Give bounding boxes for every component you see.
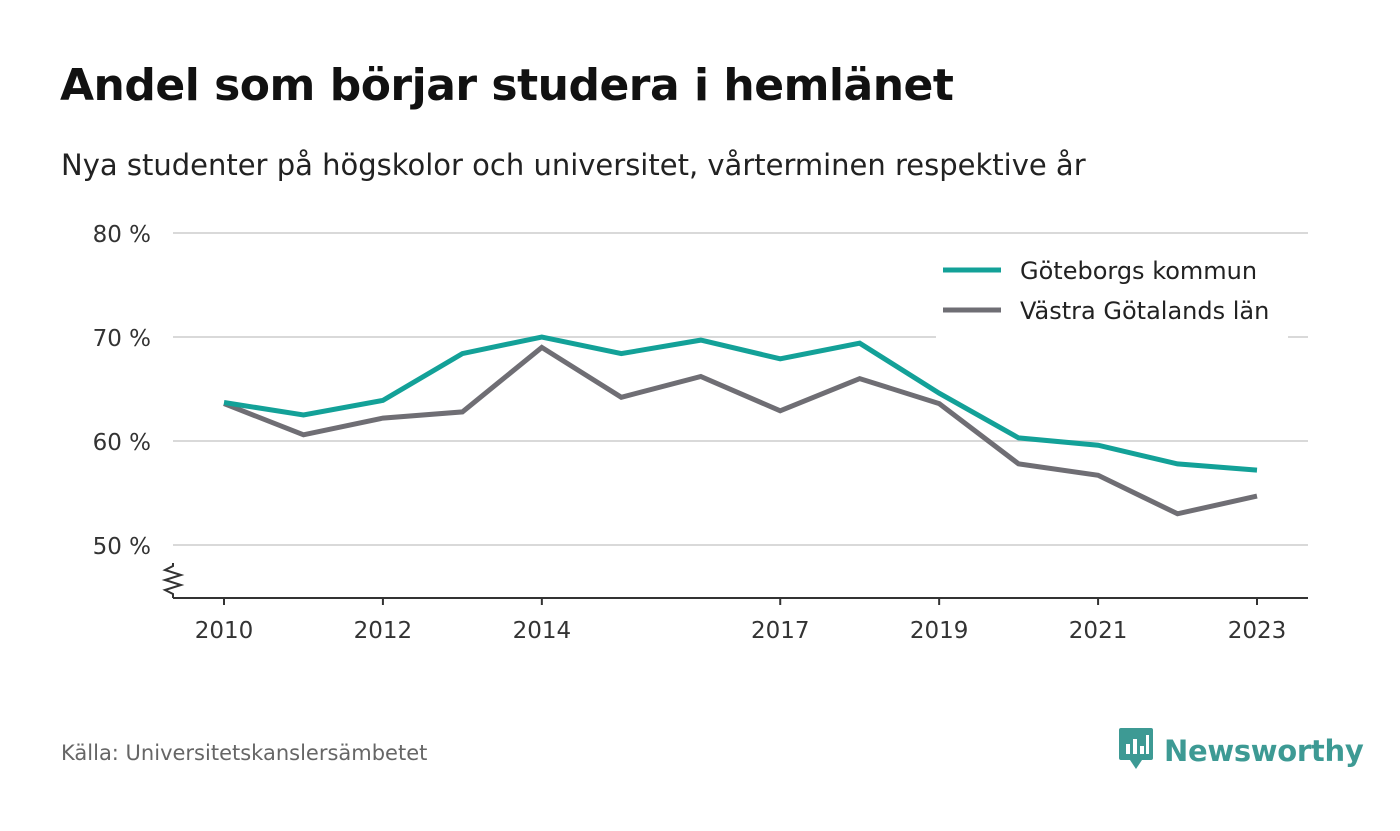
axis-break-mark (161, 563, 185, 598)
newsworthy-logo-icon (1118, 726, 1154, 776)
x-axis-labels: 2010 2012 2014 2017 2019 2021 2023 (195, 618, 1287, 644)
y-axis-labels: 50 % 60 % 70 % 80 % (93, 222, 151, 560)
x-tick-label: 2014 (513, 618, 572, 644)
series-lines (223, 334, 1258, 517)
brand-logo[interactable]: Newsworthy (1118, 726, 1364, 776)
x-tick-label: 2010 (195, 618, 254, 644)
y-tick-label: 70 % (93, 326, 151, 352)
chart-subtitle: Nya studenter på högskolor och universit… (61, 148, 1086, 182)
x-axis (161, 563, 1308, 605)
series-line (223, 334, 1258, 473)
x-tick-label: 2017 (751, 618, 810, 644)
legend-label: Göteborgs kommun (1020, 257, 1257, 285)
y-tick-label: 60 % (93, 430, 151, 456)
legend: Göteborgs kommun Västra Götalands län (936, 246, 1288, 338)
y-tick-label: 50 % (93, 534, 151, 560)
x-tick-label: 2021 (1069, 618, 1128, 644)
x-tick-label: 2012 (354, 618, 413, 644)
y-tick-label: 80 % (93, 222, 151, 248)
source-note: Källa: Universitetskanslersämbetet (61, 741, 428, 765)
legend-label: Västra Götalands län (1020, 297, 1269, 325)
legend-background (936, 246, 1288, 338)
brand-name: Newsworthy (1164, 734, 1364, 768)
x-tick-label: 2023 (1228, 618, 1287, 644)
x-tick-label: 2019 (910, 618, 969, 644)
series-line (223, 344, 1258, 517)
chart-title: Andel som börjar studera i hemlänet (60, 60, 954, 111)
